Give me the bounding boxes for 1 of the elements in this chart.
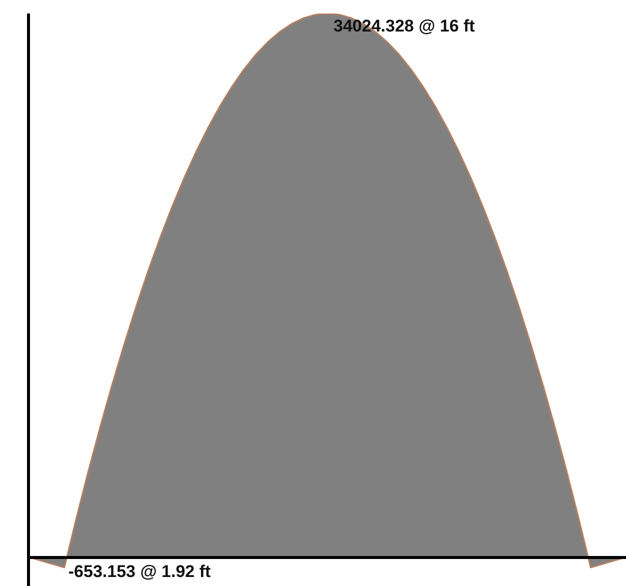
annotation: -653.153 @ 1.92 ft bbox=[68, 562, 211, 582]
